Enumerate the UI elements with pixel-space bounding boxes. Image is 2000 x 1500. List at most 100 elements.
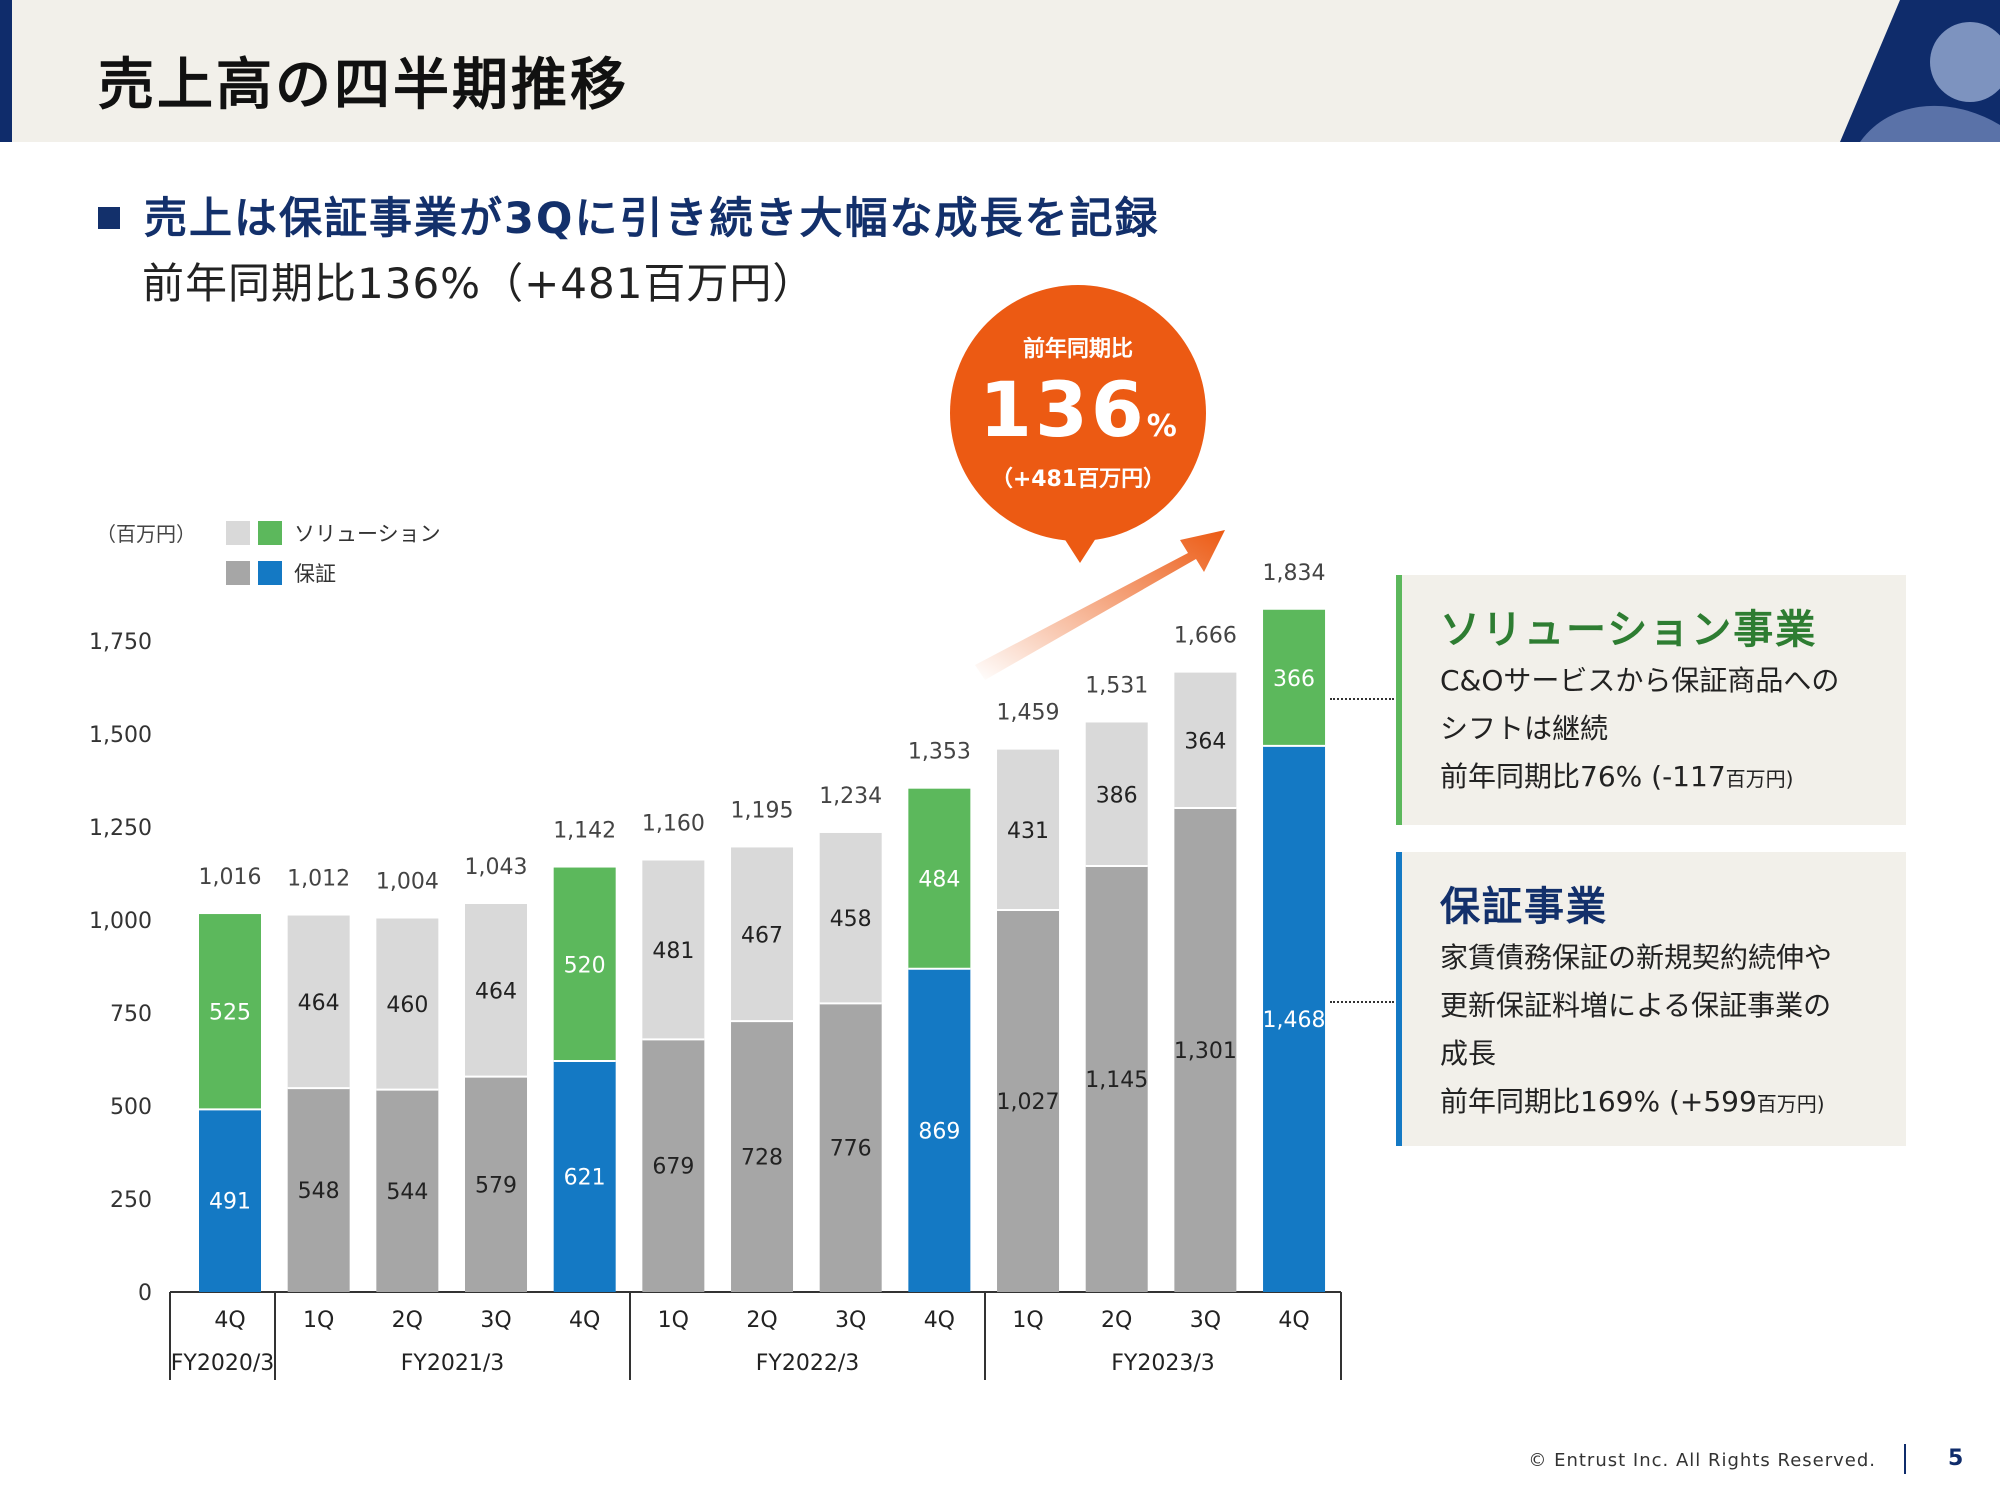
legend-swatch-guarantee-normal <box>226 561 250 585</box>
bar-solution <box>731 847 794 1022</box>
bar-solution <box>1263 609 1326 746</box>
y-tick-label: 750 <box>110 1002 152 1027</box>
bar-guarantee <box>997 909 1060 1292</box>
solution-yoy-main: 前年同期比76% <box>1440 760 1643 793</box>
x-tick-quarter: 3Q <box>835 1308 866 1333</box>
corner-logo-decoration <box>1840 0 2000 142</box>
x-tick-quarter: 4Q <box>1278 1308 1309 1333</box>
solution-panel-body: C&Oサービスから保証商品への シフトは継続 前年同期比76% (-117百万円… <box>1440 657 1839 803</box>
y-tick-label: 1,000 <box>89 909 152 934</box>
solution-yoy-unit: 百万円) <box>1725 767 1794 791</box>
bar-solution <box>465 904 528 1077</box>
value-label-solution: 460 <box>386 993 428 1018</box>
growth-trend-arrow <box>975 530 1225 680</box>
guarantee-connector-line <box>1330 1001 1394 1003</box>
bar-guarantee <box>1085 866 1148 1292</box>
guarantee-panel-line2: 更新保証料増による保証事業の <box>1440 989 1832 1022</box>
x-tick-quarter: 1Q <box>658 1308 689 1333</box>
value-label-solution: 431 <box>1007 819 1049 844</box>
legend-solution: ソリューション <box>226 518 441 548</box>
value-label-solution: 464 <box>298 991 340 1016</box>
footer-copyright: © Entrust Inc. All Rights Reserved. <box>1528 1450 1876 1471</box>
y-tick-label: 500 <box>110 1095 152 1120</box>
total-label: 1,043 <box>465 855 528 880</box>
bar-solution <box>1174 672 1237 809</box>
bar-solution <box>819 832 882 1004</box>
headline: 売上は保証事業が3Qに引き続き大幅な成長を記録 <box>98 184 1159 246</box>
value-label-guarantee: 1,468 <box>1263 1008 1326 1033</box>
value-label-guarantee: 548 <box>298 1179 340 1204</box>
guarantee-panel-yoy: 前年同期比169% (+599百万円) <box>1440 1078 1832 1128</box>
bullet-square-icon <box>98 206 120 229</box>
y-tick-label: 0 <box>138 1281 152 1306</box>
x-tick-quarter: 4Q <box>214 1308 245 1333</box>
y-tick-label: 1,500 <box>89 723 152 748</box>
guarantee-yoy-main: 前年同期比169% <box>1440 1085 1661 1118</box>
solution-panel-line2: シフトは継続 <box>1440 712 1609 745</box>
legend-guarantee-label: 保証 <box>294 562 336 586</box>
solution-yoy-delta: (-117 <box>1651 760 1726 793</box>
value-label-solution: 386 <box>1096 783 1138 808</box>
x-tick-quarter: 2Q <box>392 1308 423 1333</box>
bar-solution <box>1085 722 1148 867</box>
value-label-solution: 525 <box>209 1001 251 1026</box>
total-label: 1,834 <box>1263 561 1326 586</box>
x-tick-quarter: 3Q <box>1190 1308 1221 1333</box>
guarantee-panel-title: 保証事業 <box>1440 884 1608 930</box>
legend-solution-label: ソリューション <box>294 522 441 546</box>
value-label-solution: 484 <box>918 868 960 893</box>
solution-connector-line <box>1330 698 1394 700</box>
legend-guarantee: 保証 <box>226 558 336 588</box>
x-tick-quarter: 3Q <box>480 1308 511 1333</box>
x-tick-quarter: 4Q <box>569 1308 600 1333</box>
header-accent-stripe <box>0 0 12 142</box>
guarantee-panel-body: 家賃債務保証の新規契約続伸や 更新保証料増による保証事業の 成長 前年同期比16… <box>1440 934 1832 1128</box>
solution-panel-line1: C&Oサービスから保証商品への <box>1440 664 1840 697</box>
bubble-label: 前年同期比 <box>1022 337 1133 362</box>
guarantee-yoy-unit: 百万円) <box>1756 1092 1825 1116</box>
total-label: 1,531 <box>1085 673 1148 698</box>
total-label: 1,234 <box>819 784 882 809</box>
solution-panel-yoy: 前年同期比76% (-117百万円) <box>1440 753 1839 803</box>
solution-panel-accent <box>1396 575 1402 825</box>
x-tick-quarter: 4Q <box>924 1308 955 1333</box>
value-label-guarantee: 1,301 <box>1174 1039 1237 1064</box>
value-label-guarantee: 579 <box>475 1173 517 1198</box>
legend-swatch-solution-highlight <box>258 521 282 545</box>
bar-guarantee <box>1263 745 1326 1292</box>
fiscal-year-label: FY2021/3 <box>401 1351 505 1376</box>
total-label: 1,160 <box>642 811 705 836</box>
bar-solution <box>642 860 705 1040</box>
value-label-solution: 464 <box>475 979 517 1004</box>
total-label: 1,195 <box>731 798 794 823</box>
value-label-solution: 520 <box>564 953 606 978</box>
bar-solution <box>997 749 1060 910</box>
bar-guarantee <box>553 1060 616 1292</box>
y-tick-label: 250 <box>110 1188 152 1213</box>
total-label: 1,459 <box>997 701 1060 726</box>
bar-solution <box>553 867 616 1061</box>
bar-solution <box>376 918 439 1090</box>
value-label-guarantee: 776 <box>830 1137 872 1162</box>
value-label-guarantee: 1,027 <box>997 1090 1060 1115</box>
bar-guarantee <box>908 968 971 1292</box>
headline-text: 売上は保証事業が3Qに引き続き大幅な成長を記録 <box>144 194 1160 244</box>
total-label: 1,012 <box>287 867 350 892</box>
y-tick-label: 1,250 <box>89 816 152 841</box>
headline-subtext: 前年同期比136%（+481百万円） <box>142 259 816 308</box>
guarantee-panel-line1: 家賃債務保証の新規契約続伸や <box>1440 941 1833 974</box>
value-label-guarantee: 728 <box>741 1146 783 1171</box>
x-tick-quarter: 1Q <box>303 1308 334 1333</box>
total-label: 1,666 <box>1174 624 1237 649</box>
fiscal-year-label: FY2023/3 <box>1111 1351 1215 1376</box>
guarantee-yoy-delta: (+599 <box>1668 1085 1757 1118</box>
header-bar: 売上高の四半期推移 <box>0 0 2000 142</box>
bar-guarantee <box>287 1088 350 1292</box>
x-tick-quarter: 1Q <box>1012 1308 1043 1333</box>
guarantee-panel-line3: 成長 <box>1440 1037 1497 1070</box>
chart-unit-label: （百万円） <box>96 522 196 546</box>
bar-guarantee <box>465 1076 528 1292</box>
x-tick-quarter: 2Q <box>746 1308 777 1333</box>
value-label-guarantee: 621 <box>564 1165 606 1190</box>
bar-guarantee <box>199 1109 261 1292</box>
